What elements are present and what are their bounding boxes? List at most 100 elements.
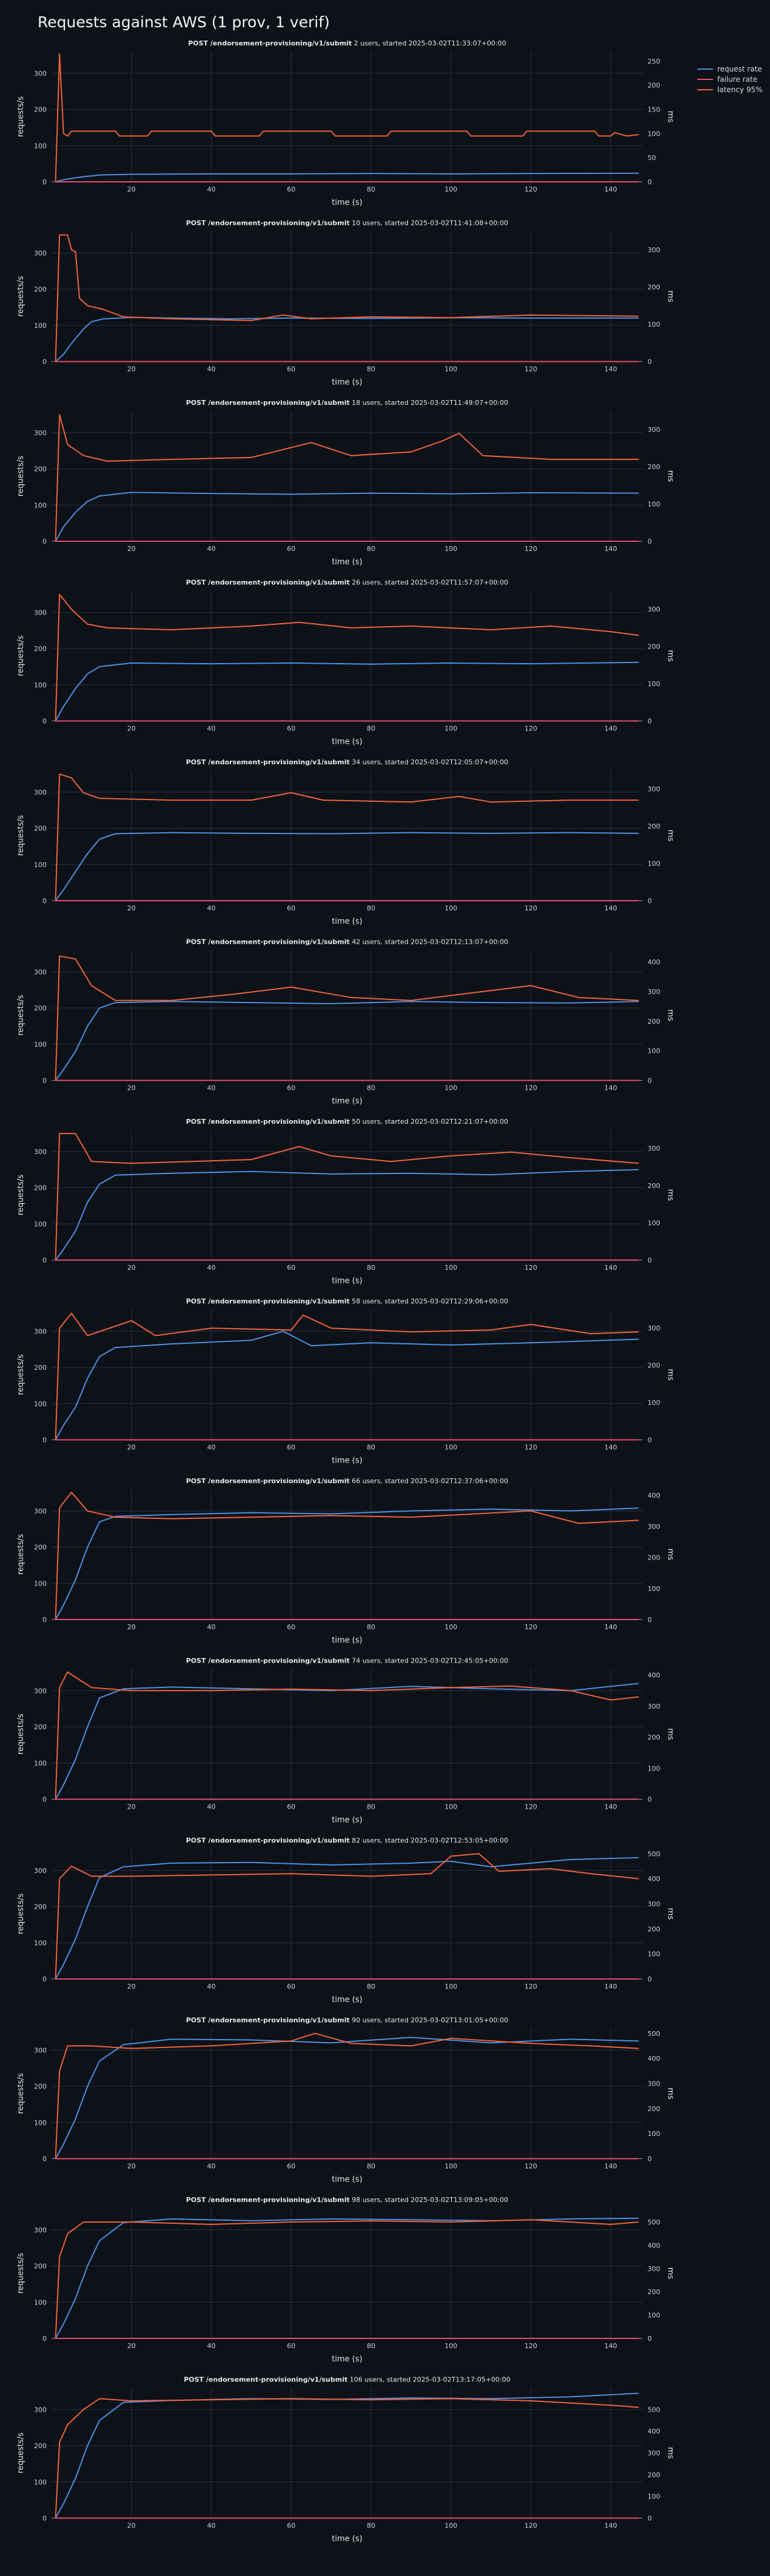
chart-6-ytick-left-100: 100 <box>34 1041 47 1049</box>
chart-12-ytick-left-300: 300 <box>34 2046 47 2054</box>
chart-11-xtick-140: 140 <box>604 1983 617 1990</box>
chart-14-series-request-rate <box>55 2392 639 2518</box>
chart-2-xlabel: time (s) <box>332 378 362 387</box>
chart-13-xlabel: time (s) <box>332 2355 362 2364</box>
chart-10-ytick-right-300: 300 <box>648 1703 660 1710</box>
chart-2-xtick-100: 100 <box>444 365 457 373</box>
chart-12-xtick-20: 20 <box>127 2163 136 2171</box>
chart-1-xtick-140: 140 <box>604 185 617 193</box>
chart-13-xtick-60: 60 <box>287 2342 295 2350</box>
chart-13-ytick-left-0: 0 <box>42 2335 47 2343</box>
chart-9-xtick-60: 60 <box>287 1623 295 1631</box>
chart-2-ytick-right-300: 300 <box>648 246 660 254</box>
chart-8-xtick-40: 40 <box>207 1444 216 1452</box>
chart-14-ytick-right-500: 500 <box>648 2406 660 2414</box>
chart-10-ylabel-left: requests/s <box>16 1713 25 1755</box>
chart-6-xtick-60: 60 <box>287 1084 295 1092</box>
chart-3-xtick-80: 80 <box>367 545 375 553</box>
chart-12-series-latency-95 <box>55 2032 639 2159</box>
chart-3-xtick-100: 100 <box>444 545 457 553</box>
chart-6-series-request-rate <box>55 1001 639 1081</box>
chart-14-ytick-right-400: 400 <box>648 2428 660 2435</box>
chart-12-series-request-rate <box>55 2037 639 2159</box>
chart-7-ytick-right-300: 300 <box>648 1145 660 1153</box>
chart-2-title: POST /endorsement-provisioning/v1/submit… <box>186 219 509 227</box>
page-title: Requests against AWS (1 prov, 1 verif) <box>38 13 330 31</box>
chart-1-ytick-right-150: 150 <box>648 106 660 114</box>
legend-item-request-rate[interactable]: request rate <box>697 64 763 74</box>
chart-1-xtick-40: 40 <box>207 185 216 193</box>
chart-1-ytick-left-300: 300 <box>34 70 47 78</box>
chart-13-ytick-left-100: 100 <box>34 2298 47 2306</box>
chart-13-series-latency-95 <box>55 2219 639 2339</box>
chart-2-ylabel-left: requests/s <box>16 276 25 317</box>
chart-2-ytick-right-100: 100 <box>648 321 660 329</box>
chart-2-xtick-80: 80 <box>367 365 375 373</box>
chart-7-title-run-info: 50 users, started 2025-03-02T12:21:07+00… <box>350 1118 509 1126</box>
chart-7-title: POST /endorsement-provisioning/v1/submit… <box>186 1118 509 1126</box>
chart-12-xtick-60: 60 <box>287 2163 295 2171</box>
chart-8-ytick-left-0: 0 <box>42 1436 47 1444</box>
chart-11-xtick-120: 120 <box>524 1983 537 1990</box>
chart-1-xlabel: time (s) <box>332 198 362 207</box>
chart-7-ytick-left-0: 0 <box>42 1256 47 1264</box>
chart-7-xtick-100: 100 <box>444 1264 457 1272</box>
chart-10-xtick-20: 20 <box>127 1803 136 1811</box>
chart-13-xtick-40: 40 <box>207 2342 216 2350</box>
chart-14-xtick-40: 40 <box>207 2522 216 2530</box>
chart-12-ytick-left-0: 0 <box>42 2155 47 2163</box>
chart-4: POST /endorsement-provisioning/v1/submit… <box>16 579 675 747</box>
chart-8-title-run-info: 58 users, started 2025-03-02T12:29:06+00… <box>350 1298 509 1306</box>
chart-12-ytick-right-200: 200 <box>648 2105 660 2113</box>
chart-3-xtick-140: 140 <box>604 545 617 553</box>
chart-10-title-endpoint: POST /endorsement-provisioning/v1/submit <box>186 1657 350 1665</box>
chart-7-xtick-20: 20 <box>127 1264 136 1272</box>
chart-4-title-endpoint: POST /endorsement-provisioning/v1/submit <box>186 579 350 587</box>
chart-1-title-run-info: 2 users, started 2025-03-02T11:33:07+00:… <box>352 39 506 47</box>
chart-8-ytick-left-300: 300 <box>34 1327 47 1335</box>
chart-12-ytick-right-0: 0 <box>648 2155 652 2163</box>
chart-9-xtick-100: 100 <box>444 1623 457 1631</box>
chart-14-xtick-20: 20 <box>127 2522 136 2530</box>
chart-3-xtick-20: 20 <box>127 545 136 553</box>
chart-9-ytick-left-200: 200 <box>34 1544 47 1552</box>
chart-4-ytick-right-200: 200 <box>648 643 660 651</box>
chart-14: POST /endorsement-provisioning/v1/submit… <box>16 2376 675 2544</box>
legend-item-failure-rate[interactable]: failure rate <box>697 74 763 84</box>
chart-4-title-run-info: 26 users, started 2025-03-02T11:57:07+00… <box>350 579 509 587</box>
chart-5-series-request-rate <box>55 832 639 901</box>
chart-4-xtick-60: 60 <box>287 725 295 733</box>
chart-4-ytick-left-0: 0 <box>42 718 47 726</box>
legend-item-latency-95[interactable]: latency 95% <box>697 84 763 95</box>
chart-13-ylabel-right: ms <box>666 2267 675 2280</box>
chart-7-xtick-40: 40 <box>207 1264 216 1272</box>
chart-3-xtick-40: 40 <box>207 545 216 553</box>
chart-12-ytick-right-400: 400 <box>648 2055 660 2063</box>
chart-8-ylabel-right: ms <box>666 1369 675 1381</box>
chart-14-ytick-right-200: 200 <box>648 2471 660 2479</box>
chart-13-ytick-left-200: 200 <box>34 2263 47 2271</box>
chart-11-ytick-left-300: 300 <box>34 1867 47 1875</box>
chart-13-title-run-info: 98 users, started 2025-03-02T13:09:05+00… <box>350 2196 509 2204</box>
chart-10-ytick-right-100: 100 <box>648 1764 660 1772</box>
chart-13-xtick-140: 140 <box>604 2342 617 2350</box>
chart-8-ytick-right-0: 0 <box>648 1436 652 1444</box>
chart-6-xtick-100: 100 <box>444 1084 457 1092</box>
chart-12-ytick-right-300: 300 <box>648 2080 660 2087</box>
chart-5: POST /endorsement-provisioning/v1/submit… <box>16 758 675 926</box>
chart-7-ylabel-right: ms <box>666 1189 675 1201</box>
chart-7-ytick-left-300: 300 <box>34 1148 47 1156</box>
chart-10-title-run-info: 74 users, started 2025-03-02T12:45:05+00… <box>350 1657 509 1665</box>
chart-2-ytick-left-200: 200 <box>34 285 47 293</box>
legend-label-failure-rate: failure rate <box>717 75 758 84</box>
chart-13-ytick-right-300: 300 <box>648 2265 660 2273</box>
chart-4-title: POST /endorsement-provisioning/v1/submit… <box>186 579 509 587</box>
chart-6-ylabel-left: requests/s <box>16 995 25 1036</box>
legend-label-request-rate: request rate <box>717 64 762 73</box>
chart-1-series-request-rate <box>55 172 639 182</box>
chart-5-xlabel: time (s) <box>332 917 362 926</box>
chart-9-ytick-left-100: 100 <box>34 1580 47 1587</box>
chart-14-xlabel: time (s) <box>332 2535 362 2544</box>
chart-11-ytick-right-500: 500 <box>648 1850 660 1858</box>
chart-5-ylabel-left: requests/s <box>16 815 25 856</box>
